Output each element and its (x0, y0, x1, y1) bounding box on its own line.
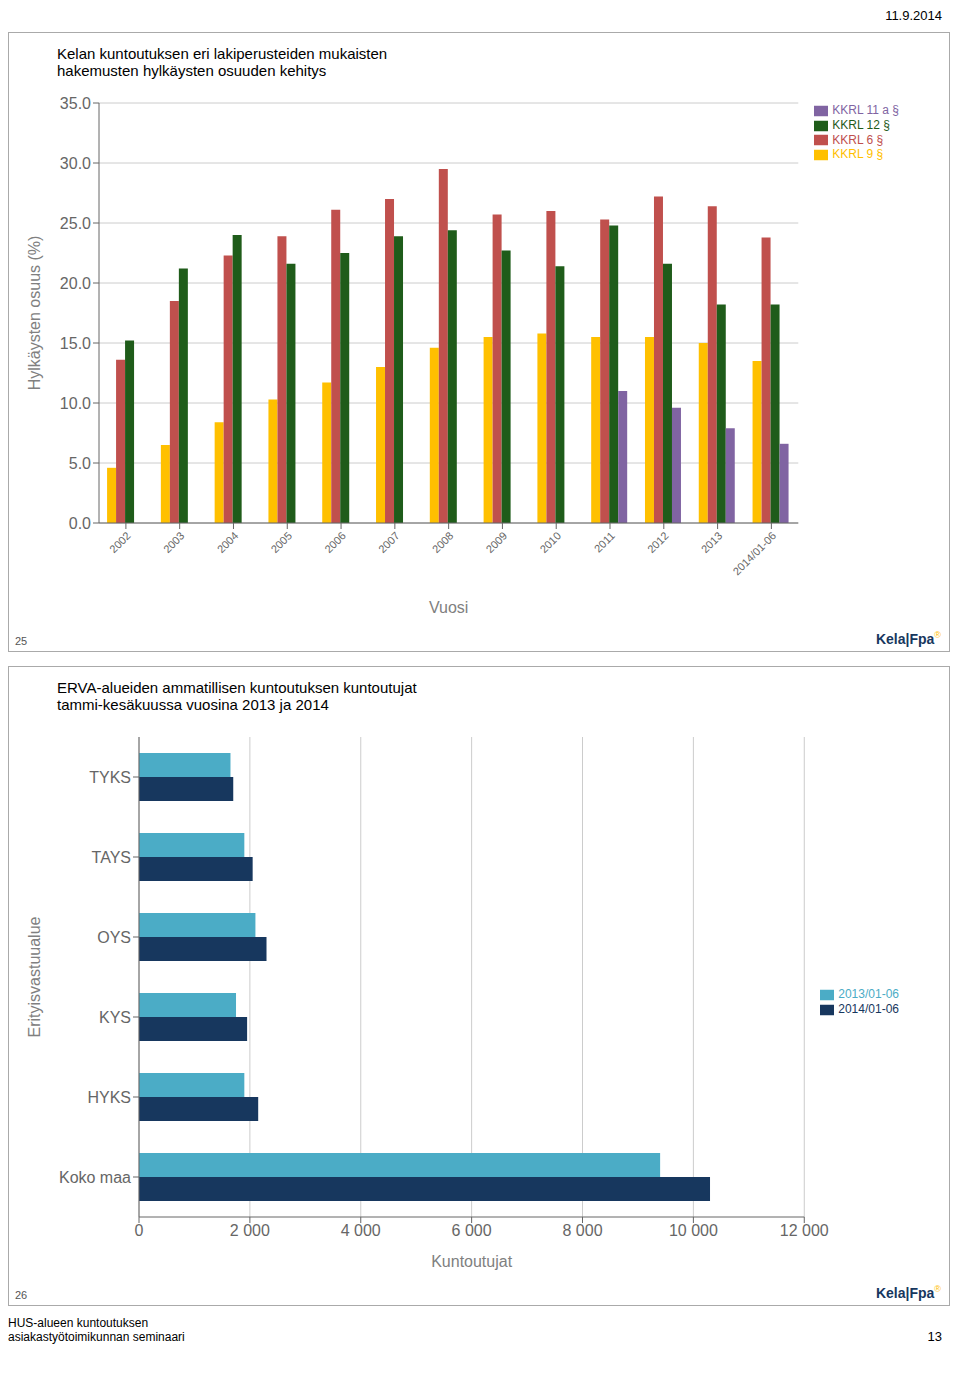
svg-text:2005: 2005 (268, 529, 294, 555)
svg-text:2003: 2003 (161, 529, 187, 555)
svg-text:2 000: 2 000 (230, 1222, 270, 1239)
svg-text:5.0: 5.0 (69, 455, 91, 472)
html-text:Kelan kuntoutuksen eri lakiper: Kelan kuntoutuksen eri lakiperusteiden m… (57, 45, 388, 79)
html-text:KKRL 11 a §: KKRL 11 a § (832, 103, 899, 117)
svg-text:OYS: OYS (97, 929, 131, 946)
svg-text:Koko maa: Koko maa (59, 1169, 131, 1186)
svg-text:2006: 2006 (322, 529, 348, 555)
svg-text:2007: 2007 (376, 529, 402, 555)
html-text:11.9.2014: 11.9.2014 (885, 8, 942, 23)
svg-text:10.0: 10.0 (60, 395, 91, 412)
svg-text:30.0: 30.0 (60, 155, 91, 172)
html-text:26: 26 (15, 1289, 28, 1301)
svg-text:12 000: 12 000 (780, 1222, 829, 1239)
svg-text:2010: 2010 (537, 529, 563, 555)
svg-text:8 000: 8 000 (562, 1222, 602, 1239)
svg-text:2009: 2009 (484, 529, 510, 555)
svg-text:6 000: 6 000 (452, 1222, 492, 1239)
svg-text:4 000: 4 000 (341, 1222, 381, 1239)
html-text:13: 13 (927, 1329, 942, 1344)
svg-text:Hylkäysten osuus (%): Hylkäysten osuus (%) (26, 236, 43, 391)
svg-text:Vuosi: Vuosi (429, 599, 468, 616)
svg-text:20.0: 20.0 (60, 275, 91, 292)
svg-text:2013: 2013 (699, 529, 725, 555)
html-text:Kela|Fpa®: Kela|Fpa® (876, 1284, 941, 1301)
svg-text:10 000: 10 000 (669, 1222, 718, 1239)
svg-text:HYKS: HYKS (87, 1089, 131, 1106)
svg-text:35.0: 35.0 (60, 95, 91, 112)
svg-text:0.0: 0.0 (69, 515, 91, 532)
svg-text:0: 0 (135, 1222, 144, 1239)
svg-text:2002: 2002 (107, 529, 133, 555)
svg-text:2012: 2012 (645, 529, 671, 555)
svg-text:2008: 2008 (430, 529, 456, 555)
svg-text:TAYS: TAYS (92, 849, 131, 866)
svg-text:Erityisvastuualue: Erityisvastuualue (26, 916, 43, 1037)
html-text:25: 25 (15, 635, 28, 647)
html-text:HUS-alueen kuntoutuksen asiaka: HUS-alueen kuntoutuksen asiakastyötoimik… (8, 1316, 185, 1344)
html-text:2013/01-06: 2013/01-06 (838, 987, 899, 1002)
svg-text:2004: 2004 (215, 529, 241, 555)
html-text:Kela|Fpa®: Kela|Fpa® (876, 630, 941, 647)
html-text:KKRL 12 §: KKRL 12 § (832, 117, 890, 132)
svg-text:KYS: KYS (99, 1009, 131, 1026)
svg-text:15.0: 15.0 (60, 335, 91, 352)
svg-text:2014/01-06: 2014/01-06 (730, 529, 778, 577)
html-text:KKRL 9 §: KKRL 9 § (832, 147, 884, 162)
svg-text:2011: 2011 (592, 529, 617, 554)
html-text:ERVA-alueiden ammatillisen kun: ERVA-alueiden ammatillisen kuntoutuksen … (57, 679, 417, 713)
html-text:2014/01-06: 2014/01-06 (838, 1002, 899, 1016)
svg-text:Kuntoutujat: Kuntoutujat (431, 1253, 513, 1270)
html-text:KKRL 6 §: KKRL 6 § (832, 132, 884, 147)
svg-text:TYKS: TYKS (89, 769, 131, 786)
svg-text:25.0: 25.0 (60, 215, 91, 232)
